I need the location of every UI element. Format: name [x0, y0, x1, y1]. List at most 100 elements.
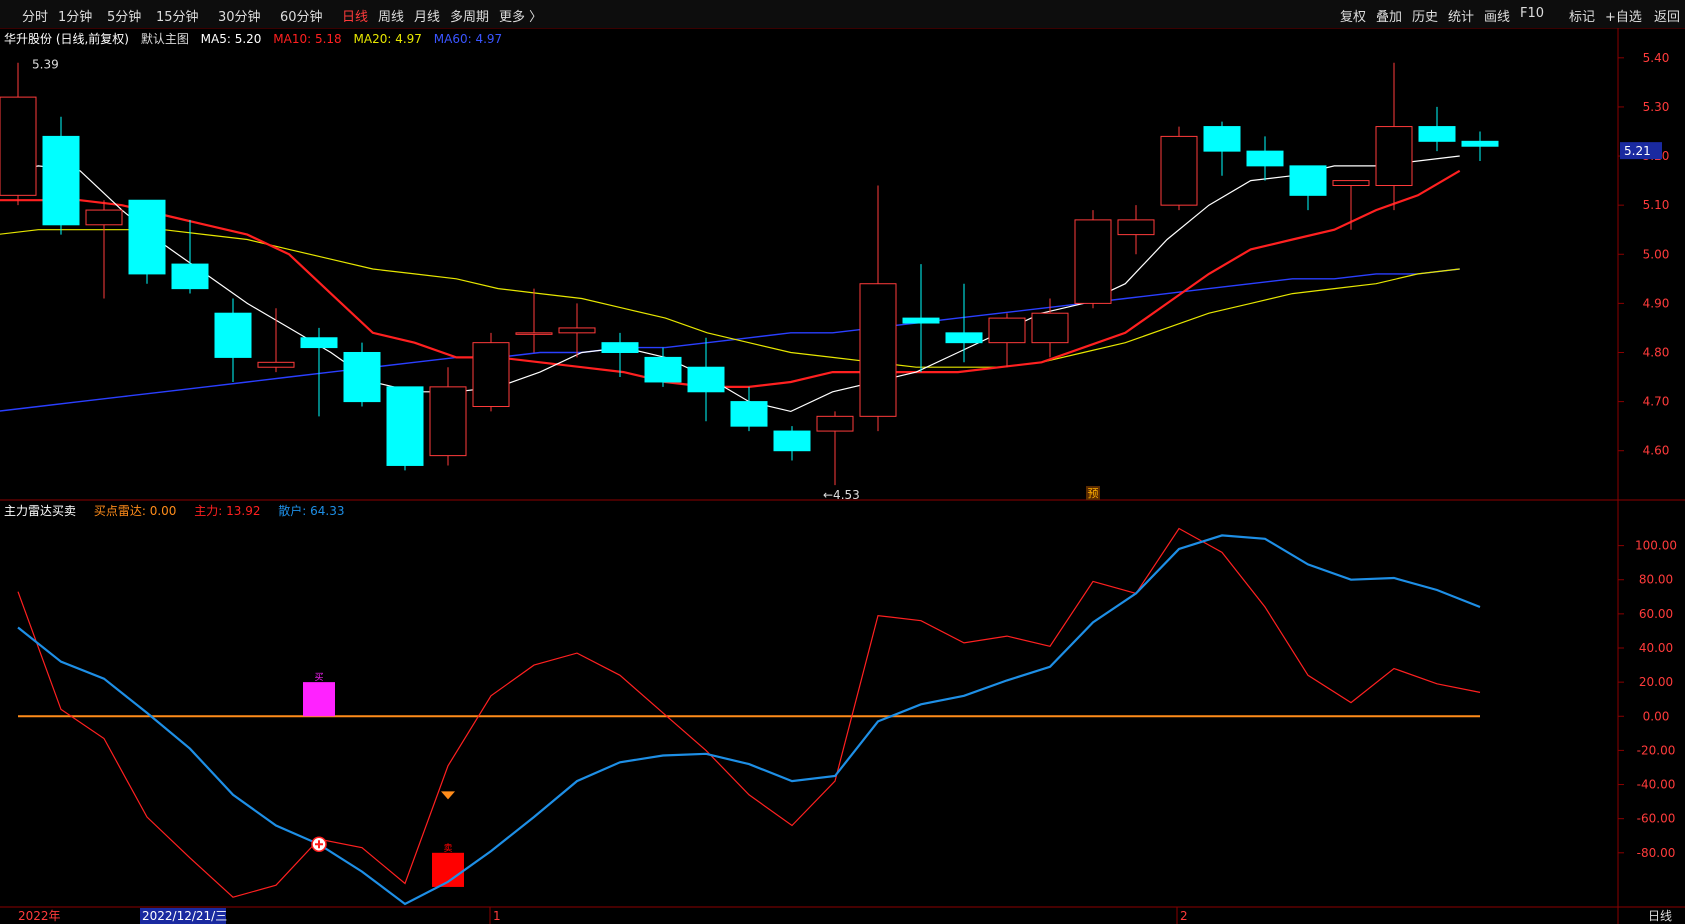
candle-body-25 — [1074, 219, 1112, 304]
candle-body-9 — [386, 386, 424, 466]
price-tick-label-7: 4.70 — [1643, 395, 1670, 409]
main-force-label: 主力: 13.92 — [194, 504, 261, 518]
price-tick-label-4: 5.00 — [1643, 247, 1670, 261]
candle-body-11 — [472, 342, 510, 408]
tool-button-3[interactable]: 统计 — [1448, 10, 1475, 25]
candle-body-29 — [1246, 150, 1284, 167]
buy-radar-label: 买点雷达: 0.00 — [93, 504, 177, 518]
candle-body-31 — [1332, 180, 1370, 187]
ind-tick-label-8: -60.00 — [1637, 812, 1676, 826]
candle-body-3 — [128, 199, 166, 275]
ind-tick-label-6: -20.00 — [1637, 743, 1676, 757]
ma20-label: MA20: 4.97 — [353, 32, 422, 46]
ma60-label: MA60: 4.97 — [433, 32, 503, 46]
candle-body-22 — [945, 332, 983, 344]
period-tab-2[interactable]: 5分钟 — [107, 10, 142, 25]
retail-label: 散户: 64.33 — [278, 504, 345, 518]
price-tick-label-0: 5.40 — [1643, 51, 1670, 65]
price-tick-label-5: 4.90 — [1643, 296, 1670, 310]
ma10-line — [0, 169, 1461, 388]
candle-body-4 — [171, 263, 209, 290]
main-chart-selector[interactable]: 默认主图 — [140, 32, 189, 46]
candle-body-24 — [1031, 312, 1069, 344]
candle-body-1 — [42, 135, 80, 226]
candle-body-28 — [1203, 126, 1241, 152]
candle-body-17 — [730, 401, 768, 427]
cursor-date-label: 2022/12/21/三 — [142, 909, 227, 923]
candle-body-5 — [214, 312, 252, 358]
stock-title[interactable]: 华升股份 (日线,前复权) — [4, 32, 129, 46]
current-price-label: 5.21 — [1624, 144, 1651, 158]
tool-button-2[interactable]: 历史 — [1412, 10, 1439, 25]
ind-tick-label-9: -80.00 — [1637, 846, 1676, 860]
period-tab-8[interactable]: 月线 — [414, 10, 441, 25]
period-tab-5[interactable]: 60分钟 — [280, 10, 323, 25]
ind-tick-label-2: 60.00 — [1639, 607, 1673, 621]
signal-bar-0 — [303, 682, 335, 717]
candle-body-32 — [1375, 126, 1413, 187]
candle-body-12 — [515, 332, 553, 335]
month2-label: 2 — [1180, 909, 1188, 923]
cursor-date-box — [140, 908, 226, 924]
high-annotation: 5.39 — [32, 58, 59, 72]
candle-body-10 — [429, 386, 467, 457]
month1-label: 1 — [493, 909, 501, 923]
price-tick-label-3: 5.10 — [1643, 198, 1670, 212]
candle-body-21 — [902, 317, 940, 324]
ma60-line — [0, 268, 1460, 412]
candle-body-26 — [1117, 219, 1155, 236]
indicator-name[interactable]: 主力雷达买卖 — [4, 504, 77, 518]
ind-tick-label-3: 40.00 — [1639, 641, 1673, 655]
yu-marker-box — [1086, 486, 1100, 500]
period-tab-6[interactable]: 日线 — [342, 10, 369, 25]
ind-tick-label-0: 100.00 — [1635, 539, 1677, 553]
low-annotation: ←4.53 — [823, 488, 860, 502]
candle-body-15 — [644, 356, 682, 383]
main-chart-header: 华升股份 (日线,前复权) 默认主图 MA5: 5.20 MA10: 5.18 … — [4, 30, 510, 47]
candle-body-6 — [257, 361, 295, 368]
retail-line — [17, 534, 1481, 906]
ind-tick-label-1: 80.00 — [1639, 573, 1673, 587]
top-toolbar: 分时 1分钟 5分钟 15分钟 30分钟 60分钟 日线 周线 月线 多周期 更多 〉 返回 +自选 标记… — [0, 0, 1685, 29]
period-tab-4[interactable]: 30分钟 — [218, 10, 261, 25]
price-tick-label-8: 4.60 — [1643, 444, 1670, 458]
candle-body-7 — [300, 337, 338, 349]
candle-body-20 — [859, 283, 897, 417]
candle-body-30 — [1289, 165, 1327, 196]
candle-body-8 — [343, 351, 381, 403]
tool-button-0[interactable]: 复权 — [1340, 10, 1367, 25]
candle-body-19 — [816, 415, 854, 432]
candle-body-18 — [773, 430, 811, 452]
ma20-line — [0, 229, 1460, 368]
tool-button-1[interactable]: 叠加 — [1376, 10, 1403, 25]
tool-button-5[interactable]: F10 — [1520, 6, 1545, 21]
ind-tick-label-5: 0.00 — [1643, 709, 1670, 723]
candle-body-14 — [601, 342, 639, 353]
candle-body-16 — [687, 366, 725, 393]
period-tab-7[interactable]: 周线 — [378, 10, 405, 25]
period-tab-9[interactable]: 多周期 — [450, 10, 490, 25]
period-tab-3[interactable]: 15分钟 — [156, 10, 199, 25]
price-tick-label-1: 5.30 — [1643, 100, 1670, 114]
period-label: 日线 — [1648, 909, 1672, 923]
tool-button-4[interactable]: 画线 — [1484, 10, 1511, 25]
period-tab-0[interactable]: 分时 — [22, 10, 49, 25]
period-tab-1[interactable]: 1分钟 — [58, 10, 93, 25]
ma10-label: MA10: 5.18 — [273, 32, 342, 46]
candle-body-34 — [1461, 140, 1499, 147]
candle-body-33 — [1418, 126, 1456, 142]
candle-body-13 — [558, 327, 596, 334]
ma5-label: MA5: 5.20 — [200, 32, 262, 46]
tool-button-8[interactable]: 返回 — [1654, 10, 1681, 25]
candle-body-2 — [85, 209, 123, 226]
signal-bar-label-0: 买 — [314, 672, 323, 683]
tool-button-7[interactable]: +自选 — [1605, 10, 1642, 25]
radar-diamond-icon — [441, 791, 455, 800]
current-price-box — [1620, 142, 1662, 160]
tool-button-6[interactable]: 标记 — [1569, 10, 1596, 25]
candle-body-0 — [0, 96, 37, 196]
indicator-header: 主力雷达买卖 买点雷达: 0.00 主力: 13.92 散户: 64.33 — [4, 502, 359, 519]
yu-marker: 预 — [1088, 487, 1099, 500]
period-tab-10[interactable]: 更多 〉 — [499, 10, 543, 25]
